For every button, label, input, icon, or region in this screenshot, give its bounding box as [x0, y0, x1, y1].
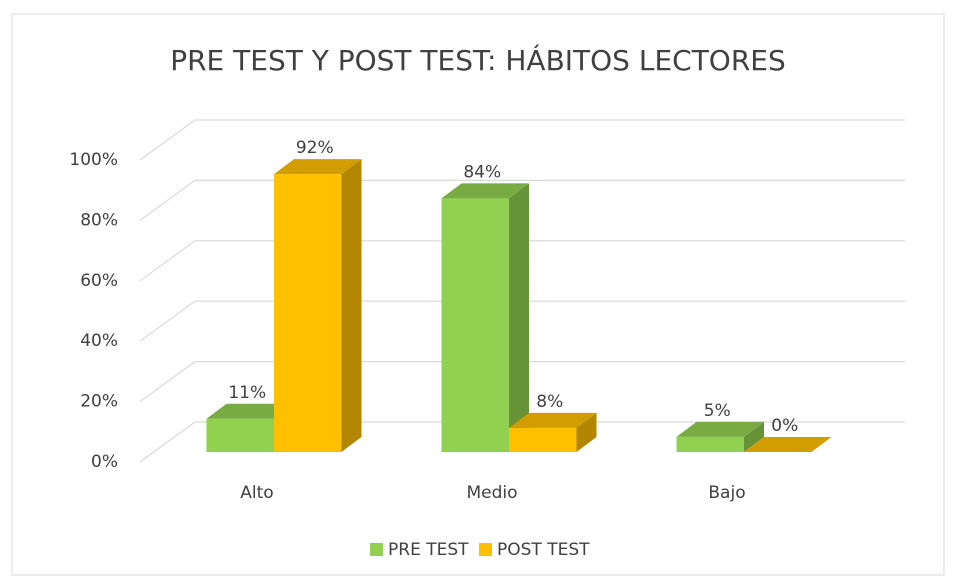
- bar-side: [744, 421, 764, 452]
- bar: [509, 427, 577, 452]
- grid-line: [139, 421, 905, 463]
- bar-top: [441, 183, 529, 199]
- y-tick-label: 0%: [91, 452, 118, 472]
- bar-top: [274, 159, 362, 175]
- bar: [274, 174, 342, 452]
- value-label: 8%: [536, 392, 563, 412]
- value-label: 92%: [296, 138, 334, 158]
- chart-title: PRE TEST Y POST TEST: HÁBITOS LECTORES: [170, 43, 786, 77]
- bar: [676, 436, 744, 452]
- grid-line: [139, 179, 905, 221]
- bar-side: [341, 159, 362, 452]
- grid-line: [139, 119, 905, 161]
- grid-line: [139, 361, 905, 403]
- legend-swatch: [370, 543, 383, 556]
- x-tick-label: Medio: [466, 483, 517, 503]
- bar: [206, 418, 274, 452]
- legend-label: PRE TEST: [388, 540, 469, 560]
- legend-label: POST TEST: [497, 540, 590, 560]
- y-tick-label: 60%: [80, 271, 118, 291]
- value-label: 5%: [704, 401, 731, 421]
- y-tick-label: 20%: [80, 392, 118, 412]
- value-label: 0%: [771, 416, 798, 436]
- value-label: 11%: [228, 383, 266, 403]
- legend-swatch: [479, 543, 492, 556]
- bar-top: [744, 437, 832, 452]
- x-tick-label: Alto: [240, 483, 273, 503]
- y-tick-label: 100%: [69, 150, 118, 170]
- bar-top: [676, 421, 764, 437]
- x-tick-label: Bajo: [708, 483, 745, 503]
- grid-line: [139, 240, 905, 282]
- y-tick-label: 40%: [80, 331, 118, 351]
- bar-top: [509, 412, 597, 428]
- bar-side: [509, 183, 529, 452]
- value-label: 84%: [463, 162, 501, 182]
- grid-line: [139, 300, 905, 342]
- bar-side: [576, 412, 597, 452]
- bar-top: [206, 403, 294, 419]
- y-tick-label: 80%: [80, 210, 118, 230]
- bar: [441, 198, 509, 452]
